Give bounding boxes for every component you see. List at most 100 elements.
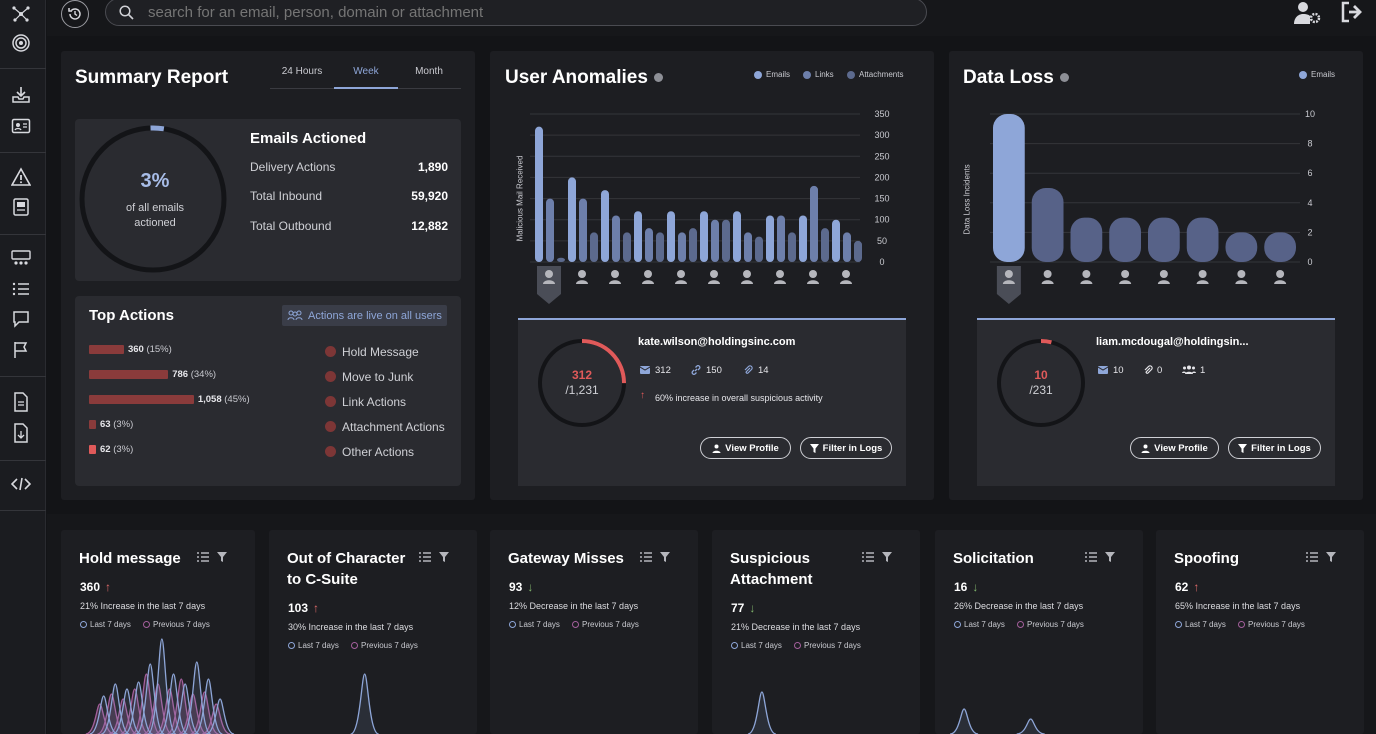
data-loss-bar[interactable] [1225,232,1258,262]
filter-icon[interactable] [882,552,892,562]
view-profile-button[interactable]: View Profile [1130,437,1219,459]
user-avatar-icon[interactable] [1276,270,1285,278]
history-button[interactable] [61,0,89,28]
filter-in-logs-button[interactable]: Filter in Logs [1228,437,1321,459]
metric-card[interactable] [269,530,477,734]
anomaly-bar[interactable] [832,219,840,262]
metric-card[interactable] [935,530,1143,734]
flag-icon[interactable] [9,338,33,362]
data-loss-bar[interactable] [1070,217,1103,262]
tab-24-hours[interactable]: 24 Hours [281,66,323,77]
data-loss-bar[interactable] [1186,217,1219,262]
filter-icon[interactable] [1105,552,1115,562]
list-icon[interactable] [197,552,209,562]
anomaly-bar[interactable] [854,240,862,262]
anomaly-bar[interactable] [667,211,675,262]
report-icon[interactable] [9,195,33,219]
target-icon[interactable] [9,31,33,55]
user-avatar-icon[interactable] [1043,270,1052,278]
logout-icon[interactable] [1340,1,1364,23]
user-settings-icon[interactable] [1293,0,1323,26]
list-icon[interactable] [9,277,33,301]
filter-icon[interactable] [1326,552,1336,562]
anomaly-bar[interactable] [590,232,598,262]
filter-icon[interactable] [439,552,449,562]
users-group-icon[interactable] [9,246,33,270]
data-loss-user-email[interactable]: liam.mcdougal@holdingsin... [1096,336,1249,348]
network-icon[interactable] [9,2,33,26]
info-icon[interactable] [653,73,663,83]
tab-week[interactable]: Week [353,66,379,77]
message-icon[interactable] [9,307,33,331]
data-loss-bar[interactable] [993,114,1025,262]
document-icon[interactable] [9,390,33,414]
anomaly-user-email[interactable]: kate.wilson@holdingsinc.com [638,336,796,348]
anomaly-bar[interactable] [579,198,587,262]
tab-month[interactable]: Month [415,66,443,77]
user-avatar-icon[interactable] [743,270,751,278]
data-loss-bar[interactable] [1109,217,1141,262]
user-avatar-icon[interactable] [1121,270,1130,278]
anomaly-bar[interactable] [788,232,796,262]
list-icon[interactable] [1085,552,1097,562]
user-avatar-icon[interactable] [545,270,553,278]
filter-icon[interactable] [217,552,227,562]
data-loss-bar[interactable] [1148,217,1180,262]
user-avatar-icon[interactable] [1082,270,1091,278]
anomaly-bar[interactable] [535,126,543,262]
list-icon[interactable] [1306,552,1318,562]
filter-icon[interactable] [660,552,670,562]
data-loss-bar[interactable] [1031,188,1064,262]
anomaly-bar[interactable] [546,198,554,262]
user-avatar-icon[interactable] [809,270,817,278]
anomaly-bar[interactable] [766,215,774,262]
user-avatar-icon[interactable] [842,270,850,278]
action-bar[interactable] [89,445,96,454]
metric-card[interactable] [61,530,255,734]
anomaly-bar[interactable] [700,211,708,262]
search-bar[interactable] [105,0,927,26]
filter-in-logs-button[interactable]: Filter in Logs [800,437,892,459]
action-bar[interactable] [89,370,169,379]
anomaly-bar[interactable] [612,215,620,262]
id-card-icon[interactable] [9,114,33,138]
metric-card[interactable] [1156,530,1364,734]
anomaly-bar[interactable] [843,232,851,262]
anomaly-bar[interactable] [799,215,807,262]
anomaly-bar[interactable] [711,219,719,262]
anomaly-bar[interactable] [645,228,653,262]
user-avatar-icon[interactable] [1159,270,1168,278]
user-avatar-icon[interactable] [578,270,586,278]
anomaly-bar[interactable] [568,177,576,262]
document-download-icon[interactable] [9,421,33,445]
metric-card[interactable] [490,530,698,734]
anomaly-bar[interactable] [601,190,609,262]
user-avatar-icon[interactable] [776,270,784,278]
anomaly-bar[interactable] [656,232,664,262]
metric-card[interactable] [712,530,920,734]
user-avatar-icon[interactable] [710,270,718,278]
data-loss-bar[interactable] [1264,232,1296,262]
user-avatar-icon[interactable] [644,270,652,278]
user-avatar-icon[interactable] [1198,270,1207,278]
action-bar[interactable] [89,345,124,354]
user-avatar-icon[interactable] [677,270,685,278]
user-avatar-icon[interactable] [611,270,619,278]
anomaly-bar[interactable] [634,211,642,262]
anomaly-bar[interactable] [777,215,785,262]
anomaly-bar[interactable] [722,219,730,262]
action-bar[interactable] [89,395,194,404]
anomaly-bar[interactable] [557,257,565,262]
anomaly-bar[interactable] [744,232,752,262]
list-icon[interactable] [419,552,431,562]
anomaly-bar[interactable] [733,211,741,262]
search-input[interactable] [148,2,908,22]
view-profile-button[interactable]: View Profile [700,437,791,459]
info-icon[interactable] [1059,73,1069,83]
anomaly-bar[interactable] [623,232,631,262]
anomaly-bar[interactable] [821,228,829,262]
anomaly-bar[interactable] [678,232,686,262]
code-icon[interactable] [9,472,33,496]
anomaly-bar[interactable] [755,236,763,262]
user-avatar-icon[interactable] [1237,270,1246,278]
